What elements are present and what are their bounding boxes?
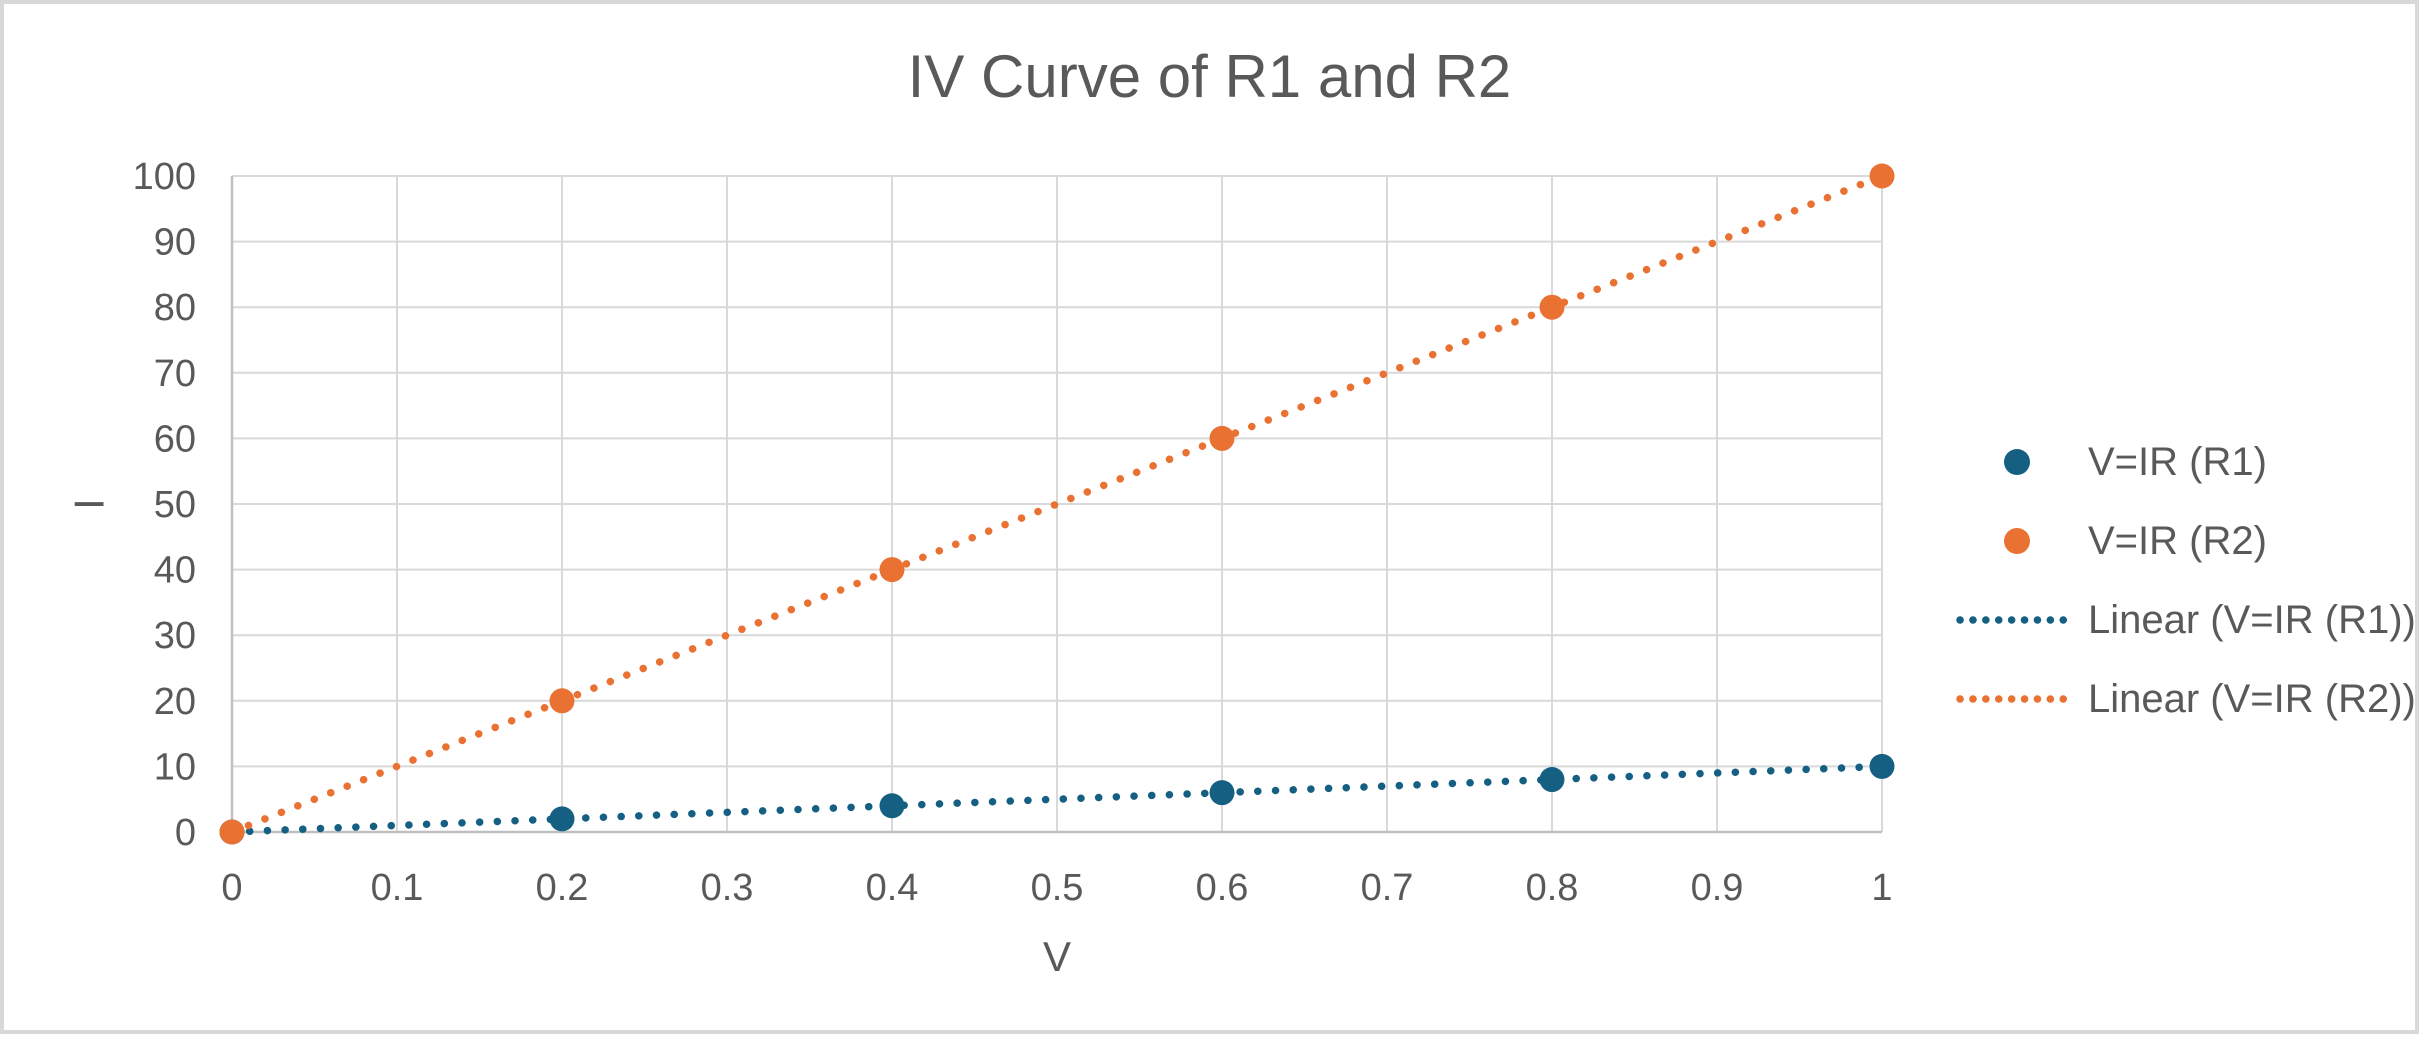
y-tick-label: 100 [133, 156, 196, 198]
chart-title[interactable]: IV Curve of R1 and R2 [907, 43, 1512, 110]
data-point-marker[interactable] [1209, 780, 1235, 806]
plot-area[interactable]: 0 0.1 0.2 0.3 0.4 0.5 0.6 0.7 0.8 0.9 101020304050… [4, 4, 2419, 1038]
y-axis-title[interactable]: I [66, 498, 113, 510]
y-tick-label: 40 [154, 550, 196, 592]
legend-marker-box [1954, 528, 2080, 554]
legend-marker-box [1954, 694, 2080, 704]
x-tick-label: 0 [221, 867, 242, 909]
legend-item-label: V=IR (R2) [2088, 518, 2267, 563]
legend-dotted-line-icon [1956, 616, 2078, 624]
data-point-marker[interactable] [549, 688, 575, 714]
legend-item-label: Linear (V=IR (R2)) [2088, 676, 2416, 721]
y-tick-label: 0 [175, 812, 196, 854]
y-tick-label: 10 [154, 746, 196, 788]
legend-item-label: Linear (V=IR (R1)) [2088, 597, 2416, 642]
data-point-marker[interactable] [879, 557, 905, 583]
y-tick-label: 90 [154, 222, 196, 264]
data-point-marker[interactable] [219, 819, 245, 845]
legend-item-3[interactable]: Linear (V=IR (R1)) [1954, 581, 2416, 659]
trendline-series-2[interactable] [228, 172, 1886, 836]
data-point-marker[interactable] [1539, 767, 1565, 793]
legend-marker-box [1954, 449, 2080, 475]
x-tick-label: 0.7 [1361, 867, 1414, 909]
x-tick-label: 0.5 [1031, 867, 1084, 909]
legend-marker-box [1954, 615, 2080, 625]
x-tick-label: 0.4 [866, 867, 919, 909]
legend-dot-marker-icon [2004, 449, 2030, 475]
legend-item-label: V=IR (R1) [2088, 439, 2267, 484]
x-tick-label: 0.9 [1691, 867, 1744, 909]
legend-dotted-line-icon [1956, 695, 2078, 703]
legend-item-2[interactable]: V=IR (R2) [1954, 502, 2267, 580]
x-tick-label: 0.2 [536, 867, 589, 909]
y-tick-label: 70 [154, 353, 196, 395]
data-point-marker[interactable] [1869, 753, 1895, 779]
axis-lines [230, 176, 1882, 834]
data-point-marker[interactable] [1539, 294, 1565, 320]
y-tick-label: 30 [154, 615, 196, 657]
legend-item-1[interactable]: V=IR (R1) [1954, 423, 2267, 501]
x-tick-label: 0.6 [1196, 867, 1249, 909]
x-tick-label: 0.3 [701, 867, 754, 909]
y-axis-tick-labels[interactable]: 0 10 20 30 40 50 60 70 80 90 100 [133, 156, 196, 854]
y-tick-label: 50 [154, 484, 196, 526]
y-tick-label: 60 [154, 418, 196, 460]
y-tick-label: 80 [154, 287, 196, 329]
x-tick-label: 0.8 [1526, 867, 1579, 909]
legend-dot-marker-icon [2004, 528, 2030, 554]
x-tick-label: 1 [1871, 867, 1892, 909]
series-2-markers[interactable] [219, 163, 1895, 845]
x-axis-title[interactable]: V [1043, 933, 1071, 980]
gridlines [231, 175, 1883, 833]
y-tick-label: 20 [154, 681, 196, 723]
data-point-marker[interactable] [1869, 163, 1895, 189]
x-tick-label: 0.1 [371, 867, 424, 909]
data-point-marker[interactable] [549, 806, 575, 832]
legend: V=IR (R1) V=IR (R2) Linear (V=IR (R1)) Line… [4, 4, 2416, 1030]
chart-frame: IV Curve of R1 and R2 0 0.1 0.2 0.3 0.4 0.5 0.… [4, 4, 2416, 1030]
legend-item-4[interactable]: Linear (V=IR (R2)) [1954, 660, 2416, 738]
data-point-marker[interactable] [879, 793, 905, 819]
data-point-marker[interactable] [1209, 425, 1235, 451]
x-axis-tick-labels[interactable]: 0 0.1 0.2 0.3 0.4 0.5 0.6 0.7 0.8 0.9 1 [221, 867, 1892, 909]
